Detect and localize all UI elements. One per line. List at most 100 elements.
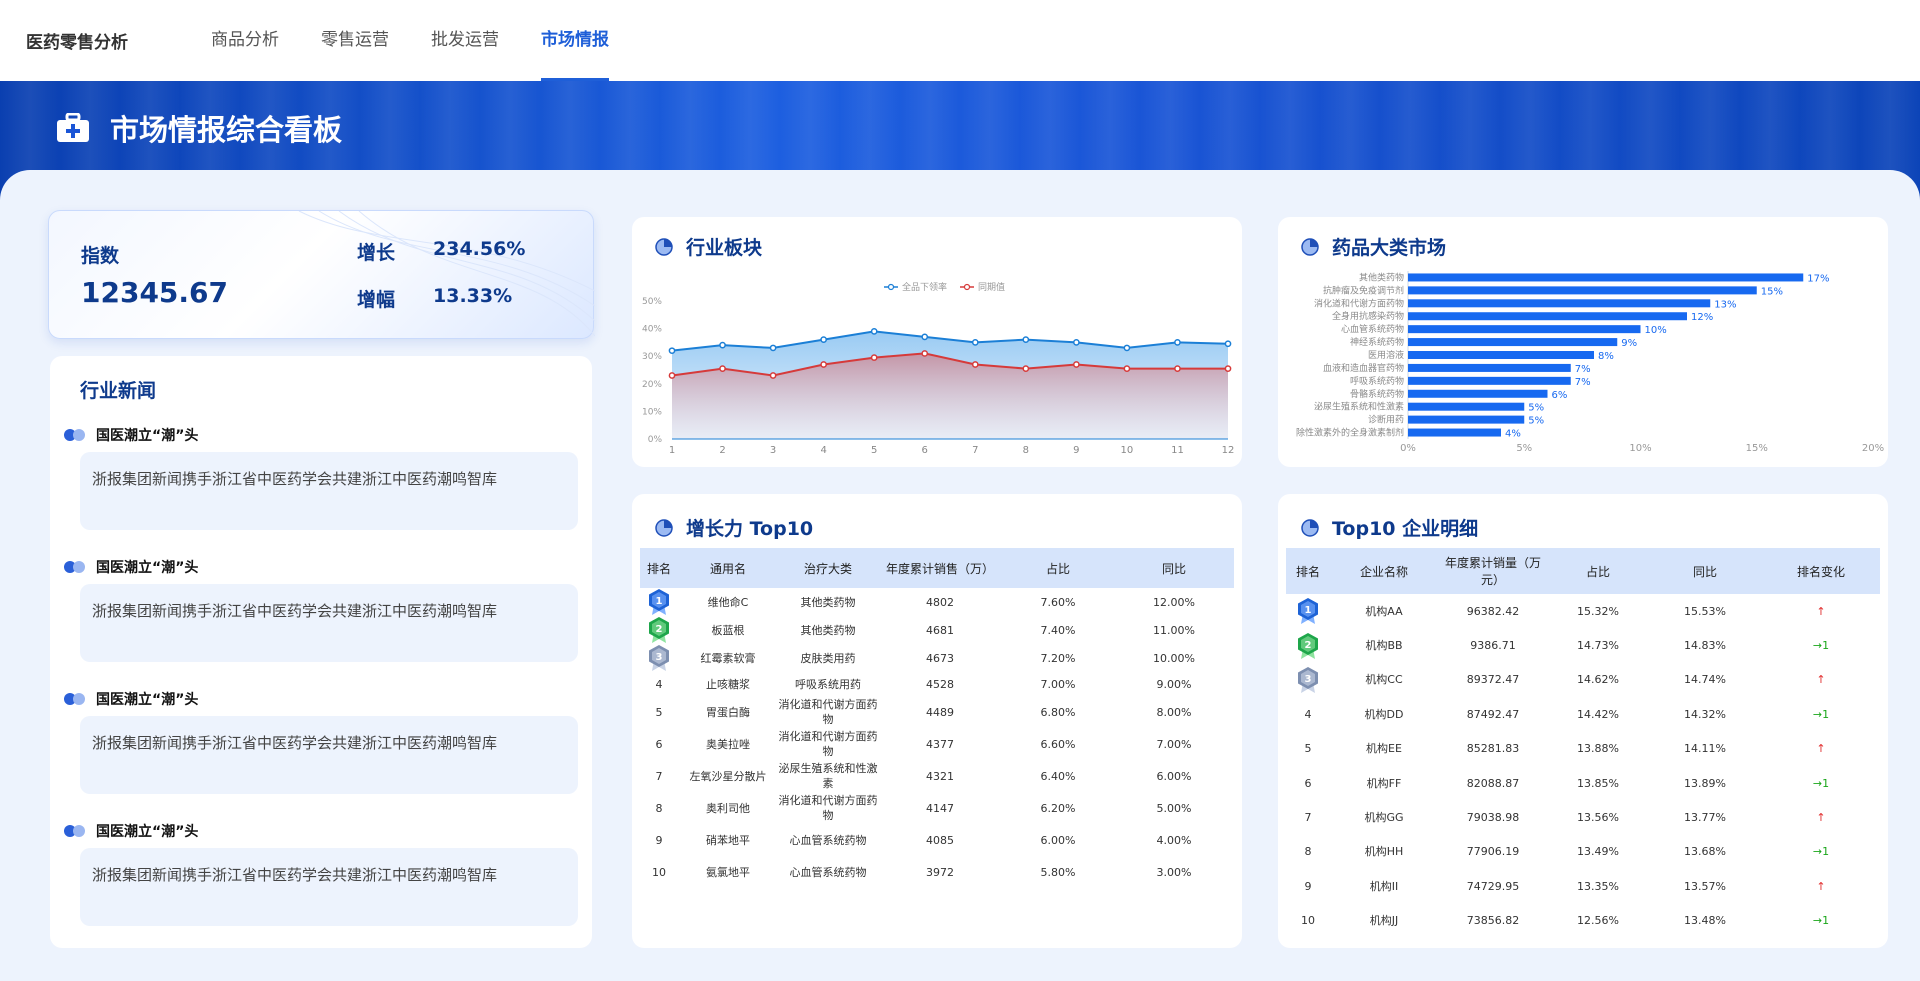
data-point[interactable] <box>668 347 676 355</box>
data-point[interactable] <box>971 339 979 346</box>
cell-category: 泌尿生殖系统和性激素 <box>778 762 878 790</box>
data-point[interactable] <box>1073 339 1080 346</box>
pie-chart-icon <box>655 237 673 256</box>
data-point[interactable] <box>870 328 878 335</box>
data-point[interactable] <box>1174 365 1181 372</box>
table-row[interactable]: 8 奥利司他 消化道和代谢方面药物 4147 6.20% 5.00% <box>640 792 1234 824</box>
table-row[interactable]: 6 奥美拉唑 消化道和代谢方面药物 4377 6.60% 7.00% <box>640 728 1234 760</box>
tab-wholesale-ops[interactable]: 批发运营 <box>431 30 499 50</box>
category-label: 血液和造血器官药物 <box>1323 362 1404 374</box>
data-point[interactable] <box>1174 339 1181 346</box>
table-row[interactable]: 2 板蓝根 其他类药物 4681 7.40% 11.00% <box>640 616 1234 644</box>
x-tick-label: 0% <box>1400 443 1416 454</box>
news-item[interactable]: 国医潮立“潮”头 浙报集团新闻携手浙江省中医药学会共建浙江中医药潮鸣智库 <box>64 424 578 530</box>
growth-table: 排名 通用名 治疗大类 年度累计销售（万） 占比 同比 1 维他命C 其他类药物 48… <box>640 548 1234 888</box>
bar[interactable] <box>1408 312 1687 321</box>
col-category: 治疗大类 <box>778 548 878 588</box>
news-item[interactable]: 国医潮立“潮”头 浙报集团新闻携手浙江省中医药学会共建浙江中医药潮鸣智库 <box>64 688 578 794</box>
data-point[interactable] <box>921 350 929 357</box>
x-tick-label: 6 <box>922 445 928 456</box>
table-row[interactable]: 2 机构BB 9386.71 14.73% 14.83% →1 <box>1286 628 1880 662</box>
cell-rank: 4 <box>640 672 678 696</box>
data-point[interactable] <box>1123 344 1131 352</box>
data-point[interactable] <box>1224 340 1232 348</box>
tab-product-analysis[interactable]: 商品分析 <box>211 30 279 50</box>
table-row[interactable]: 5 胃蛋白酶 消化道和代谢方面药物 4489 6.80% 8.00% <box>640 696 1234 728</box>
tab-market-intel[interactable]: 市场情报 <box>541 0 609 81</box>
data-point[interactable] <box>1022 365 1030 372</box>
bar[interactable] <box>1408 273 1804 282</box>
table-row[interactable]: 7 左氧沙星分散片 泌尿生殖系统和性激素 4321 6.40% 6.00% <box>640 760 1234 792</box>
x-tick-label: 4 <box>820 445 826 456</box>
bar[interactable] <box>1408 299 1711 308</box>
data-point[interactable] <box>1224 365 1232 372</box>
bar[interactable] <box>1408 338 1618 347</box>
cell-yoy: 6.00% <box>1156 769 1192 783</box>
cell-sales: 85281.83 <box>1466 742 1520 756</box>
tab-retail-ops[interactable]: 零售运营 <box>321 30 389 50</box>
table-row[interactable]: 8 机构HH 77906.19 13.49% 13.68% →1 <box>1286 835 1880 869</box>
bar[interactable] <box>1408 428 1501 437</box>
table-row[interactable]: 1 维他命C 其他类药物 4802 7.60% 12.00% <box>640 588 1234 616</box>
cell-share: 15.32% <box>1577 604 1619 618</box>
bar[interactable] <box>1408 351 1594 359</box>
x-tick-label: 5 <box>871 445 877 456</box>
cell-rank: 10 <box>1286 904 1330 938</box>
table-row[interactable]: 9 硝苯地平 心血管系统药物 4085 6.00% 4.00% <box>640 824 1234 856</box>
data-point[interactable] <box>1123 365 1131 372</box>
data-point[interactable] <box>971 361 979 368</box>
cell-enterprise-name: 机构HH <box>1364 845 1404 859</box>
bar-value-label: 7% <box>1575 377 1591 388</box>
bar[interactable] <box>1408 415 1525 424</box>
legend-label[interactable]: 同期值 <box>978 281 1005 293</box>
cell-yoy: 15.53% <box>1684 604 1726 618</box>
bar[interactable] <box>1408 325 1641 334</box>
enterprise-title: Top10 企业明细 <box>1332 518 1479 540</box>
app-brand: 医药零售分析 <box>26 33 128 53</box>
industry-news-card: 行业新闻 国医潮立“潮”头 浙报集团新闻携手浙江省中医药学会共建浙江中医药潮鸣智… <box>50 356 592 948</box>
data-point[interactable] <box>1073 361 1080 368</box>
table-row[interactable]: 3 红霉素软膏 皮肤类用药 4673 7.20% 10.00% <box>640 644 1234 672</box>
data-point[interactable] <box>769 344 777 352</box>
bar[interactable] <box>1408 363 1571 372</box>
bar[interactable] <box>1408 402 1525 411</box>
table-row[interactable]: 3 机构CC 89372.47 14.62% 14.74% ↑ <box>1286 663 1880 697</box>
table-row[interactable]: 10 氨氯地平 心血管系统药物 3972 5.80% 3.00% <box>640 856 1234 888</box>
data-point[interactable] <box>719 341 726 349</box>
bar[interactable] <box>1408 286 1757 295</box>
data-point[interactable] <box>921 333 929 341</box>
data-point[interactable] <box>1022 336 1030 343</box>
x-tick-label: 3 <box>770 445 776 456</box>
cell-yoy: 13.89% <box>1684 776 1726 790</box>
cell-yoy: 8.00% <box>1156 705 1192 719</box>
data-point[interactable] <box>769 372 777 379</box>
rank-number: 5 <box>655 705 663 719</box>
legend-label[interactable]: 全品下领率 <box>902 281 947 293</box>
news-item[interactable]: 国医潮立“潮”头 浙报集团新闻携手浙江省中医药学会共建浙江中医药潮鸣智库 <box>64 556 578 662</box>
table-row[interactable]: 6 机构FF 82088.87 13.85% 13.89% →1 <box>1286 766 1880 800</box>
rank-medal-icon: 2 <box>649 617 669 643</box>
table-row[interactable]: 4 机构DD 87492.47 14.42% 14.32% →1 <box>1286 697 1880 731</box>
bar[interactable] <box>1408 389 1548 398</box>
data-point[interactable] <box>820 336 827 343</box>
x-tick-label: 10 <box>1121 445 1134 456</box>
data-point[interactable] <box>870 354 878 361</box>
table-row[interactable]: 7 机构GG 79038.98 13.56% 13.77% ↑ <box>1286 800 1880 834</box>
table-row[interactable]: 5 机构EE 85281.83 13.88% 14.11% ↑ <box>1286 732 1880 766</box>
table-row[interactable]: 9 机构II 74729.95 13.35% 13.57% ↑ <box>1286 869 1880 903</box>
data-point[interactable] <box>820 361 827 368</box>
cell-sales: 74729.95 <box>1466 879 1520 893</box>
news-item[interactable]: 国医潮立“潮”头 浙报集团新闻携手浙江省中医药学会共建浙江中医药潮鸣智库 <box>64 820 578 926</box>
data-point[interactable] <box>668 372 676 379</box>
table-row[interactable]: 10 机构JJ 73856.82 12.56% 13.48% →1 <box>1286 904 1880 938</box>
cell-share: 13.85% <box>1577 776 1619 790</box>
cell-share: 7.40% <box>1040 623 1076 637</box>
table-row[interactable]: 4 止咳糖浆 呼吸系统用药 4528 7.00% 9.00% <box>640 672 1234 696</box>
table-row[interactable]: 1 机构AA 96382.42 15.32% 15.53% ↑ <box>1286 594 1880 628</box>
bar[interactable] <box>1408 376 1571 385</box>
cell-rank: 1 <box>1286 594 1330 628</box>
data-point[interactable] <box>719 365 726 372</box>
cell-rank-change: ↑ <box>1816 879 1826 893</box>
enterprise-top10-card: Top10 企业明细 排名 企业名称 年度累计销量（万元） 占比 同比 排名变化… <box>1278 494 1888 948</box>
